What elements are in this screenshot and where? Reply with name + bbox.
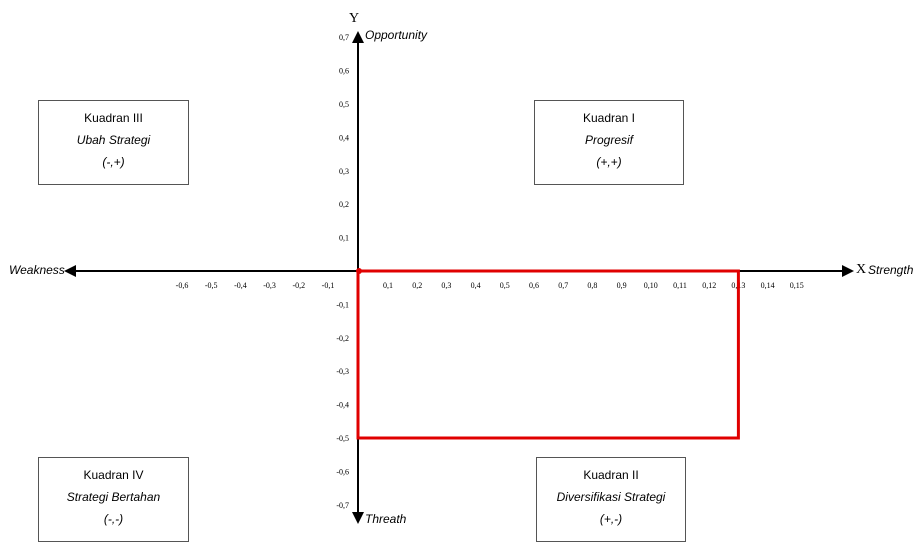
x-axis-negative-label: Weakness	[9, 263, 65, 277]
x-tick-label: 0,11	[673, 281, 687, 290]
x-tick-label: 0,3	[441, 281, 451, 290]
quadrant-2-title: Kuadran II	[583, 468, 639, 482]
origin-marker	[356, 268, 362, 274]
quadrant-3-box: Kuadran III Ubah Strategi (-,+)	[38, 100, 189, 185]
quadrant-4-strategy: Strategi Bertahan	[66, 490, 161, 504]
quadrant-2-box: Kuadran II Diversifikasi Strategi (+,-)	[536, 457, 686, 542]
quadrant-4-box: Kuadran IV Strategi Bertahan (-,-)	[38, 457, 189, 542]
y-tick-label: 0,1	[339, 234, 349, 243]
quadrant-2-sign: (+,-)	[599, 512, 623, 526]
x-tick-label: -0,6	[176, 281, 189, 290]
quadrant-4-sign: (-,-)	[103, 512, 124, 526]
x-tick-label: 0,9	[617, 281, 627, 290]
tick-labels: 0,1 0,2 0,3 0,4 0,5 0,6 0,7 0,8 0,9 0,10 0,11 0,12 0…	[176, 33, 804, 510]
quadrant-1-strategy: Progresif	[584, 133, 634, 147]
x-axis-positive-label: Strength	[868, 263, 913, 277]
x-tick-label: 0,12	[702, 281, 716, 290]
x-axis-left-arrow	[64, 265, 76, 277]
x-tick-label: -0,3	[263, 281, 276, 290]
x-axis-letter: X	[856, 262, 867, 277]
x-tick-label: 0,4	[471, 281, 481, 290]
x-tick-label: 0,8	[587, 281, 597, 290]
quadrant-3-title: Kuadran III	[84, 111, 143, 125]
quadrant-4-title: Kuadran IV	[83, 468, 144, 482]
y-axis-bottom-arrow	[352, 512, 364, 524]
x-tick-label: 0,5	[500, 281, 510, 290]
x-tick-label: 0,1	[383, 281, 393, 290]
quadrant-3-strategy: Ubah Strategi	[76, 133, 151, 147]
x-tick-label: -0,5	[205, 281, 218, 290]
quadrant-1-box: Kuadran I Progresif (+,+)	[534, 100, 684, 185]
x-tick-label: 0,10	[644, 281, 658, 290]
y-tick-label: -0,6	[336, 467, 349, 476]
y-tick-label: 0,7	[339, 33, 349, 42]
y-tick-label: 0,3	[339, 167, 349, 176]
y-tick-label: 0,5	[339, 100, 349, 109]
y-tick-label: 0,2	[339, 200, 349, 209]
y-tick-label: 0,4	[339, 133, 349, 142]
y-tick-label: 0,6	[339, 67, 349, 76]
x-tick-label: 0,2	[412, 281, 422, 290]
y-tick-label: -0,2	[336, 334, 349, 343]
y-axis-letter: Y	[349, 11, 360, 26]
x-tick-label: -0,2	[292, 281, 305, 290]
quadrant-2-strategy: Diversifikasi Strategi	[556, 490, 666, 504]
quadrant-1-sign: (+,+)	[596, 155, 622, 169]
x-axis-right-arrow	[842, 265, 854, 277]
x-tick-label: 0,7	[558, 281, 568, 290]
x-tick-label: -0,1	[322, 281, 335, 290]
x-tick-label: 0,6	[529, 281, 539, 290]
x-tick-label: -0,4	[234, 281, 247, 290]
y-tick-label: -0,1	[336, 300, 349, 309]
quadrant-3-sign: (-,+)	[102, 155, 125, 169]
x-tick-label: 0,15	[790, 281, 804, 290]
y-axis-top-arrow	[352, 31, 364, 43]
quadrant-1-title: Kuadran I	[582, 111, 636, 125]
y-tick-label: -0,7	[336, 501, 349, 510]
y-tick-label: -0,5	[336, 434, 349, 443]
y-axis-negative-label: Threath	[365, 512, 407, 526]
x-tick-label: 0,14	[761, 281, 775, 290]
y-tick-label: -0,4	[336, 401, 349, 410]
y-axis-positive-label: Opportunity	[365, 28, 428, 42]
y-tick-label: -0,3	[336, 367, 349, 376]
position-rectangle	[356, 269, 740, 440]
